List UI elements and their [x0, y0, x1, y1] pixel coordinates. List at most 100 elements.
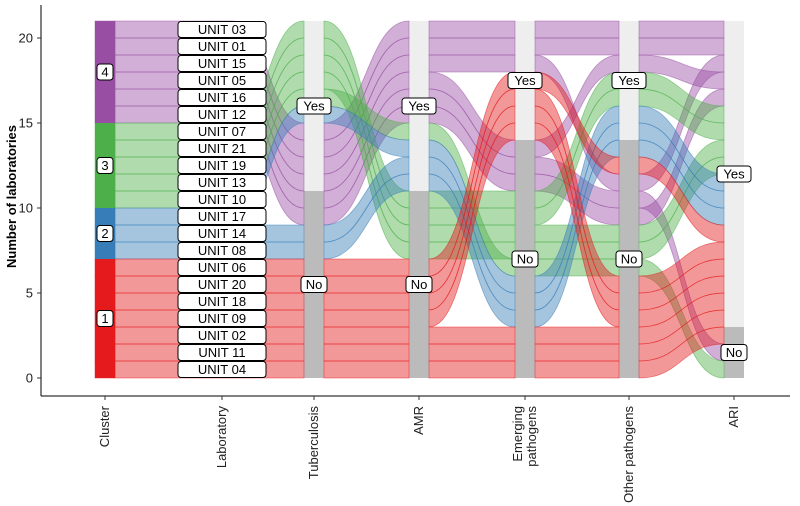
flow-unit-11-amr: [428, 343, 516, 362]
lab-label-unit-12: UNIT 12: [198, 107, 246, 122]
lab-label-unit-05: UNIT 05: [198, 73, 246, 88]
x-tick-label-emerging-pathogens: Emerging: [510, 406, 525, 462]
y-tick-label: 15: [19, 116, 33, 131]
stratum-label-other-pathogens-no-box: [615, 250, 643, 268]
y-axis-title: Number of laboratories: [4, 125, 19, 268]
flow-unit-01-other-pathogens: [638, 37, 725, 56]
cluster-label-1: 1: [101, 311, 108, 326]
x-tick-label-emerging-pathogens: pathogens: [524, 406, 539, 467]
flow-unit-02-tuberculosis: [323, 326, 410, 345]
lab-label-unit-02-box: [177, 327, 267, 344]
stratum-label-tuberculosis-yes: Yes: [303, 99, 325, 114]
lab-label-unit-15-box: [177, 55, 267, 72]
y-tick-label: 20: [19, 31, 33, 46]
lab-label-unit-14-box: [177, 225, 267, 242]
lab-label-unit-21: UNIT 21: [198, 141, 246, 156]
stratum-label-tuberculosis-no: No: [306, 277, 323, 292]
stratum-label-amr-yes-box: [401, 97, 437, 115]
lab-label-unit-01: UNIT 01: [198, 39, 246, 54]
lab-label-unit-10-box: [177, 191, 267, 208]
x-tick-label-tuberculosis: Tuberculosis: [306, 406, 321, 480]
flow-unit-02-amr: [428, 326, 516, 345]
lab-label-unit-01-box: [177, 38, 267, 55]
cluster-label-3-box: [96, 157, 114, 174]
lab-label-unit-20: UNIT 20: [198, 277, 246, 292]
stratum-label-amr-yes: Yes: [408, 99, 430, 114]
lab-label-unit-16: UNIT 16: [198, 90, 246, 105]
stratum-label-emerging-pathogens-yes-box: [507, 72, 543, 89]
flow-unit-03-emerging-pathogens: [534, 20, 620, 39]
lab-label-unit-20-box: [177, 276, 267, 293]
cluster-label-3: 3: [101, 158, 108, 173]
y-tick-label: 5: [26, 286, 33, 301]
y-tick-label: 10: [19, 201, 33, 216]
lab-label-unit-09: UNIT 09: [198, 311, 246, 326]
stratum-label-other-pathogens-yes: Yes: [618, 73, 640, 88]
lab-label-unit-04: UNIT 04: [198, 362, 246, 377]
stratum-label-ari-yes: Yes: [723, 167, 745, 182]
lab-label-unit-17-box: [177, 208, 267, 225]
x-tick-label-cluster: Cluster: [97, 405, 112, 447]
stratum-label-amr-no: No: [411, 277, 428, 292]
lab-label-unit-16-box: [177, 89, 267, 106]
flow-unit-09-amr: [428, 122, 516, 328]
lab-label-unit-17: UNIT 17: [198, 209, 246, 224]
lab-label-unit-09-box: [177, 310, 267, 327]
flow-unit-08-tuberculosis: [323, 173, 410, 260]
stratum-label-other-pathogens-no: No: [621, 252, 638, 267]
x-tick-label-other-pathogens: Other pathogens: [621, 406, 636, 503]
lab-label-unit-21-box: [177, 140, 267, 157]
stratum-label-emerging-pathogens-no-box: [511, 250, 539, 268]
flow-unit-01-amr: [428, 37, 516, 56]
flow-unit-04-tuberculosis: [323, 360, 410, 379]
x-tick-label-ari: ARI: [726, 406, 741, 428]
x-tick-label-laboratory: Laboratory: [214, 406, 229, 469]
flow-unit-06-tuberculosis: [323, 258, 410, 277]
lab-label-unit-14: UNIT 14: [198, 226, 246, 241]
stratum-label-ari-no-box: [720, 344, 748, 361]
lab-label-unit-13: UNIT 13: [198, 175, 246, 190]
x-tick-label-amr: AMR: [411, 406, 426, 435]
flow-unit-15-amr: [428, 54, 516, 73]
cluster-label-4: 4: [101, 65, 108, 80]
stratum-label-tuberculosis-no-box: [300, 276, 328, 293]
lab-label-unit-07-box: [177, 123, 267, 140]
flow-unit-02-emerging-pathogens: [534, 326, 620, 345]
lab-label-unit-12-box: [177, 106, 267, 123]
flow-unit-18-tuberculosis: [323, 292, 410, 311]
lab-label-unit-08-box: [177, 242, 267, 259]
cluster-label-4-box: [96, 63, 114, 81]
lab-label-unit-10: UNIT 10: [198, 192, 246, 207]
lab-label-unit-06-box: [177, 259, 267, 276]
flow-unit-11-tuberculosis: [323, 343, 410, 362]
lab-label-unit-02: UNIT 02: [198, 328, 246, 343]
stratum-label-other-pathogens-yes-box: [611, 72, 647, 89]
lab-label-unit-19: UNIT 19: [198, 158, 246, 173]
lab-label-unit-11: UNIT 11: [198, 345, 245, 360]
y-tick-label: 0: [26, 371, 33, 386]
lab-label-unit-18: UNIT 18: [198, 294, 246, 309]
lab-label-unit-03: UNIT 03: [198, 22, 246, 37]
flow-unit-09-tuberculosis: [323, 309, 410, 328]
flow-unit-20-tuberculosis: [323, 275, 410, 294]
flow-unit-06-emerging-pathogens: [534, 71, 620, 175]
cluster-label-2: 2: [101, 226, 108, 241]
lab-label-unit-06: UNIT 06: [198, 260, 246, 275]
flow-unit-13-emerging-pathogens: [534, 241, 620, 260]
flow-unit-10-other-pathogens: [638, 258, 725, 379]
cluster-label-1-box: [96, 310, 114, 327]
flow-unit-03-other-pathogens: [638, 20, 725, 39]
lab-label-unit-11-box: [177, 344, 267, 361]
lab-label-unit-18-box: [177, 293, 267, 310]
lab-label-unit-05-box: [177, 72, 267, 89]
lab-label-unit-19-box: [177, 157, 267, 174]
cluster-label-2-box: [96, 225, 114, 242]
stratum-label-amr-no-box: [405, 276, 433, 293]
flow-unit-03-amr: [428, 20, 516, 39]
stratum-label-emerging-pathogens-yes: Yes: [514, 73, 536, 88]
flow-unit-04-emerging-pathogens: [534, 360, 620, 379]
lab-label-unit-08: UNIT 08: [198, 243, 246, 258]
stratum-label-ari-no: No: [726, 345, 743, 360]
lab-label-unit-15: UNIT 15: [198, 56, 246, 71]
